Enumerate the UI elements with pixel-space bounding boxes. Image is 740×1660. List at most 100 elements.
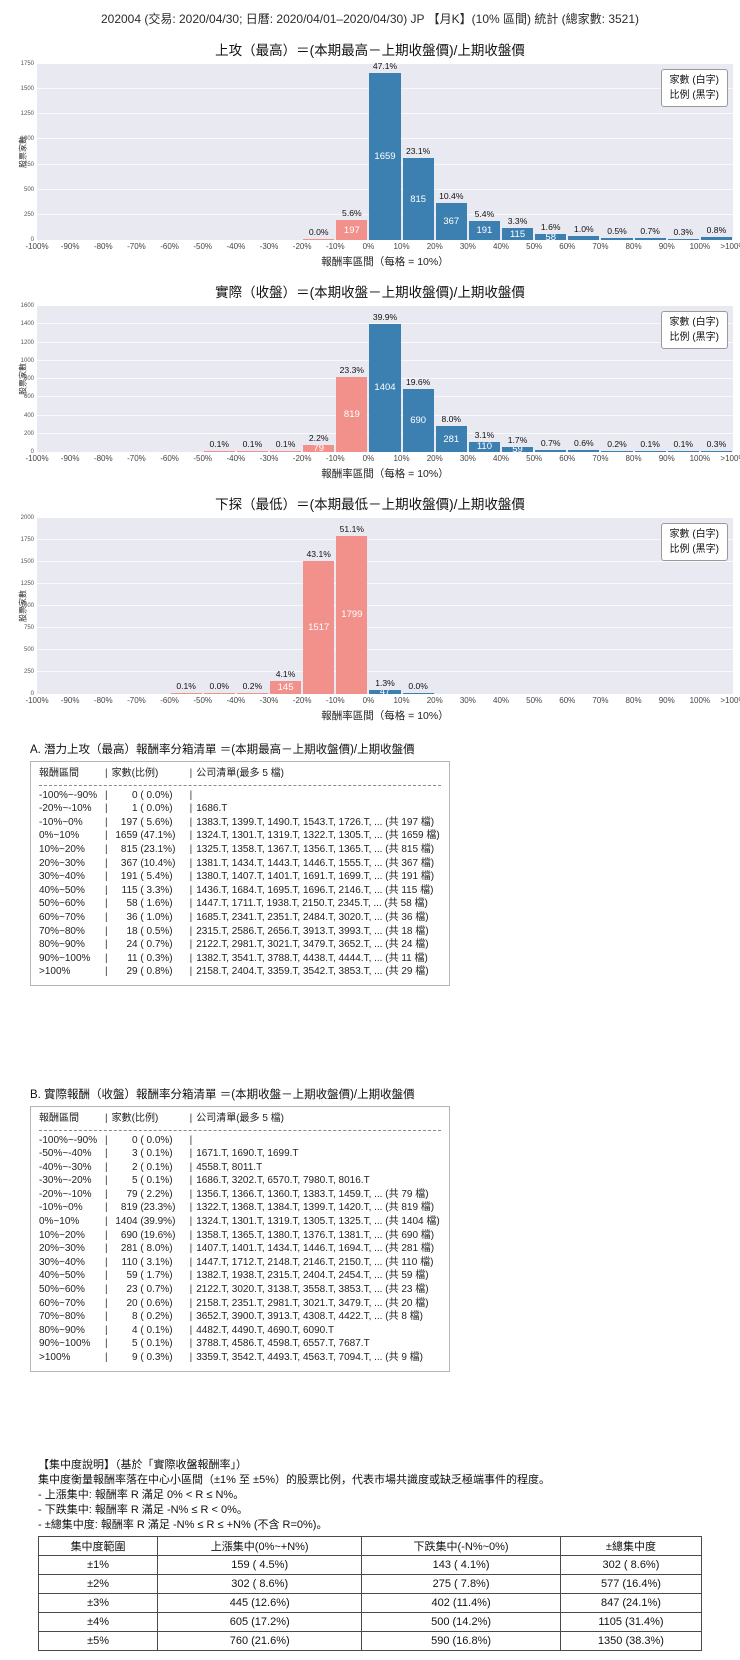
bar-percent-label: 0.6% — [574, 438, 594, 449]
row-range: 90%~100% — [39, 1338, 91, 1350]
list-header-row: 報酬區間 | 家數(比例) | 公司清單(最多 5 檔) — [39, 767, 441, 781]
row-count-number: 5 — [132, 1175, 138, 1187]
row-range: 20%~30% — [39, 1243, 85, 1255]
row-count: 191 ( 5.4%) — [112, 870, 190, 884]
x-tick-label: -50% — [193, 454, 213, 463]
bar-count-label: 59 — [502, 447, 533, 452]
column-divider: | — [189, 768, 193, 779]
bar-count-label: 1517 — [308, 621, 330, 633]
row-count-number: 110 — [121, 1256, 138, 1268]
column-divider: | — [105, 803, 108, 815]
bar — [568, 236, 600, 240]
column-divider: | — [105, 925, 108, 937]
column-divider: | — [189, 1134, 193, 1146]
legend-line-count: 家數 (白字) — [669, 317, 719, 328]
x-tick-label: -30% — [259, 242, 279, 251]
x-tick-label: -90% — [60, 696, 80, 705]
concentration-table-cell: ±4% — [37, 1611, 159, 1632]
column-divider: | — [105, 898, 108, 910]
concentration-note-line: - 下跌集中: 報酬率 R 滿足 -N% ≤ R < 0%。 — [38, 1503, 248, 1516]
x-tick-label: 70% — [592, 454, 609, 463]
row-companies: 2315.T, 2586.T, 2656.T, 3913.T, 3993.T, … — [196, 925, 429, 937]
column-divider: | — [189, 1284, 193, 1296]
x-tick-label: 80% — [625, 454, 642, 463]
x-tick-label: 70% — [592, 696, 609, 705]
row-count-number: 191 — [120, 871, 138, 883]
column-divider: | — [189, 898, 193, 910]
x-tick-label: -80% — [93, 242, 113, 251]
column-divider: | — [105, 1216, 108, 1228]
dashed-separator — [39, 1129, 441, 1131]
y-tick-label: 250 — [23, 211, 34, 218]
x-axis-ticks: -100% -90% -80% -70% -60% -50% -40% -30% -20% -10… — [25, 240, 740, 253]
x-tick-label: 30% — [459, 242, 476, 251]
column-divider: | — [105, 1270, 108, 1282]
row-range: 50%~60% — [39, 1284, 85, 1296]
row-count: 20 ( 0.6%) — [112, 1297, 190, 1311]
column-divider: | — [105, 1338, 108, 1350]
legend-line-ratio: 比例 (黑字) — [669, 90, 719, 101]
x-tick-label: 0% — [362, 696, 375, 705]
column-divider: | — [189, 925, 193, 937]
bar-percent-label: 10.4% — [439, 191, 464, 202]
chart-title: 實際（收盤）＝(本期收盤－上期收盤價)/上期收盤價 — [215, 285, 525, 300]
row-companies: 1447.T, 1712.T, 2148.T, 2146.T, 2150.T, … — [196, 1256, 434, 1268]
row-range: 70%~80% — [39, 1311, 85, 1323]
column-divider: | — [105, 966, 108, 978]
row-companies: 1671.T, 1690.T, 1699.T — [196, 1148, 299, 1160]
concentration-table-cell: 500 (14.2%) — [361, 1611, 561, 1632]
column-divider: | — [189, 1216, 193, 1228]
bar — [667, 451, 699, 452]
bar-percent-label: 3.3% — [507, 216, 528, 227]
row-count-number: 20 — [126, 1297, 138, 1309]
row-count-number: 197 — [120, 816, 138, 828]
row-companies: 1356.T, 1366.T, 1360.T, 1383.T, 1459.T, … — [196, 1188, 429, 1200]
chart-area: 股票家數 家數 (白字) 比例 (黑字) 0 250 500 750 1000 1250 1… — [19, 61, 733, 243]
section-b-listbox: 報酬區間 | 家數(比例) | 公司清單(最多 5 檔) -100%~-90% | 0 ( 0… — [30, 1105, 450, 1372]
list-row: 0%~10% | 1404 (39.9%) | 1324.T, 1301.T, 1319… — [39, 1215, 441, 1229]
x-tick-label: -30% — [259, 696, 279, 705]
row-companies: 1382.T, 1938.T, 2315.T, 2404.T, 2454.T, … — [196, 1270, 429, 1282]
concentration-note-line: 集中度衡量報酬率落在中心小區間（±1% 至 ±5%）的股票比例，代表市場共識度或… — [38, 1473, 550, 1486]
legend-box: 家數 (白字) 比例 (黑字) — [660, 69, 728, 107]
row-count-number: 24 — [126, 939, 138, 951]
column-divider: | — [189, 830, 193, 842]
column-divider: | — [105, 830, 108, 842]
row-count-number: 1 — [132, 803, 138, 815]
row-companies — [196, 789, 441, 803]
row-companies: 3359.T, 3542.T, 4493.T, 4563.T, 7094.T, … — [196, 1352, 424, 1363]
column-divider: | — [189, 952, 193, 964]
bar: 1659 — [369, 73, 401, 240]
column-divider: | — [189, 816, 193, 828]
x-tick-label: 90% — [658, 696, 675, 705]
x-axis-label: 報酬率區間（每格 = 10%） — [321, 256, 449, 268]
column-divider: | — [189, 1324, 193, 1336]
chart-area: 股票家數 家數 (白字) 比例 (黑字) 0 250 500 750 1000 1250 1… — [19, 515, 733, 697]
row-companies: 1324.T, 1301.T, 1319.T, 1305.T, 1325.T, … — [196, 1216, 440, 1228]
list-row: -20%~-10% | 1 ( 0.0%) | 1686.T — [39, 802, 441, 816]
column-header-companies: 公司清單(最多 5 檔) — [196, 1112, 284, 1124]
row-count: 819 (23.3%) — [112, 1201, 190, 1215]
bar-percent-label: 2.2% — [308, 432, 329, 443]
list-row: 40%~50% | 115 ( 3.3%) | 1436.T, 1684.T, 1695… — [39, 884, 441, 898]
x-tick-label: -10% — [325, 242, 345, 251]
bar-percent-label: 39.9% — [372, 311, 398, 322]
column-header-range: 報酬區間 — [39, 768, 79, 779]
row-range: 40%~50% — [39, 1270, 85, 1282]
gridline — [37, 517, 733, 518]
row-count: 690 (19.6%) — [112, 1229, 190, 1243]
list-row: 50%~60% | 58 ( 1.6%) | 1447.T, 1711.T, 1938.… — [39, 897, 441, 911]
bar-percent-label: 1.7% — [507, 434, 528, 445]
bar-count-label: 145 — [277, 682, 294, 694]
row-count-number: 0 — [132, 1134, 138, 1146]
column-divider: | — [105, 871, 108, 883]
row-companies: 1686.T — [196, 803, 228, 815]
y-tick-label: 1500 — [20, 86, 34, 93]
concentration-notes: 【集中度說明】（基於「實際收盤報酬率」） 集中度衡量報酬率落在中心小區間（±1% … — [0, 1458, 740, 1533]
gridline — [37, 649, 733, 650]
x-axis-label: 報酬率區間（每格 = 10%） — [321, 468, 449, 480]
column-divider: | — [189, 1112, 193, 1124]
concentration-table-cell: 402 (11.4%) — [361, 1592, 561, 1613]
y-tick-label: 0 — [30, 691, 34, 697]
concentration-table-cell: 577 (16.4%) — [559, 1573, 703, 1594]
